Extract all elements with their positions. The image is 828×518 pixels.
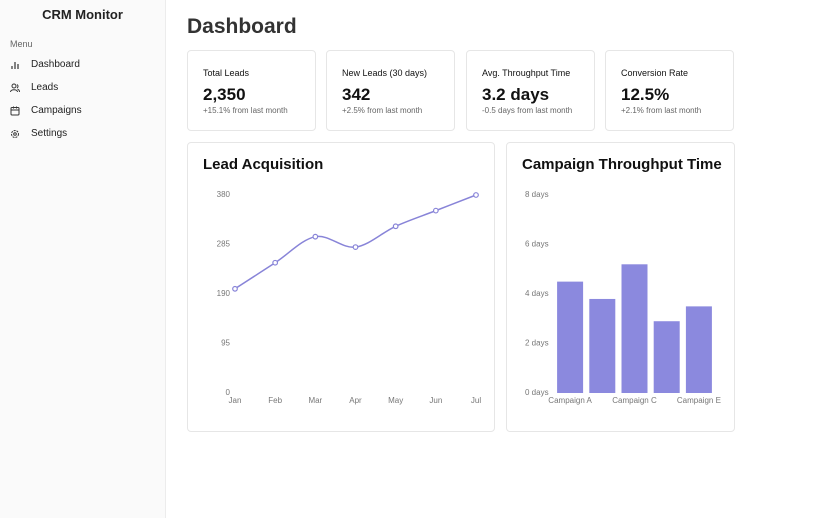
card-title: Total Leads — [203, 68, 250, 78]
icon — [11, 129, 19, 138]
nav-item[interactable]: Settings — [10, 128, 67, 139]
chart-title: Lead Acquisition — [203, 156, 323, 173]
sidebar: CRM Monitor Menu Dashboard Leads Campaig… — [0, 0, 166, 518]
bar — [589, 298, 616, 393]
nav-label: Settings — [31, 128, 68, 139]
x-tick-label: Campaign A — [548, 396, 592, 405]
bar — [557, 281, 584, 393]
point — [392, 223, 399, 230]
icon — [11, 61, 19, 69]
card-title: Avg. Throughput Time — [482, 68, 571, 78]
card-change: +2.1% from last month — [621, 106, 702, 115]
bar — [685, 306, 712, 393]
bar-chart: Campaign Throughput Time 0 days 2 days 4 da… — [506, 142, 735, 432]
point — [312, 233, 319, 240]
nav-item[interactable]: Campaigns — [10, 105, 82, 116]
y-tick-label: 0 days — [525, 388, 549, 397]
x-tick-label: Jun — [429, 396, 442, 405]
line — [234, 194, 477, 290]
nav-label: Campaigns — [31, 105, 82, 116]
icon — [10, 83, 20, 92]
y-tick-label: 95 — [221, 339, 230, 348]
y-tick-label: 2 days — [525, 339, 549, 348]
card-change: +15.1% from last month — [203, 106, 288, 115]
card-value: 342 — [342, 85, 371, 104]
bar — [653, 321, 680, 393]
chart-title: Campaign Throughput Time — [522, 156, 722, 173]
card-value: 3.2 days — [482, 85, 550, 104]
point — [232, 285, 238, 292]
nav-item[interactable]: Dashboard — [10, 59, 80, 70]
stat-card: Total Leads 2,350 +15.1% from last month — [187, 50, 316, 131]
bar — [621, 264, 648, 393]
card-title: Conversion Rate — [621, 68, 689, 78]
nav-label: Leads — [31, 82, 59, 93]
x-tick-label: May — [388, 396, 403, 405]
card-value: 12.5% — [621, 85, 670, 104]
point — [272, 259, 279, 266]
stat-card: Conversion Rate 12.5% +2.1% from last mont… — [605, 50, 734, 131]
stat-card: New Leads (30 days) 342 +2.5% from last mo… — [326, 50, 455, 131]
y-tick-label: 8 days — [525, 190, 549, 199]
x-tick-label: Feb — [268, 396, 282, 405]
point — [473, 192, 479, 198]
page-title: Dashboard — [187, 15, 297, 38]
y-tick-label: 4 days — [525, 289, 549, 298]
brand: CRM Monitor — [42, 7, 123, 22]
point — [432, 207, 439, 214]
card-title: New Leads (30 days) — [342, 68, 428, 78]
card-change: -0.5 days from last month — [482, 106, 573, 115]
y-tick-label: 285 — [217, 240, 231, 249]
menu-label: Menu — [10, 39, 33, 49]
y-tick-label: 0 — [226, 388, 231, 397]
stat-card: Avg. Throughput Time 3.2 days -0.5 days fr… — [466, 50, 595, 131]
x-tick-label: Jan — [229, 396, 242, 405]
icon — [10, 106, 20, 115]
x-tick-label: Mar — [308, 396, 322, 405]
y-tick-label: 6 days — [525, 240, 549, 249]
point — [352, 244, 359, 251]
x-tick-label: Campaign C — [612, 396, 657, 405]
y-tick-label: 190 — [217, 289, 231, 298]
x-tick-label: Apr — [349, 396, 362, 405]
nav-item[interactable]: Leads — [10, 82, 58, 93]
x-tick-label: Jul — [471, 396, 481, 405]
x-tick-label: Campaign E — [677, 396, 721, 405]
line-chart: Lead Acquisition 0 95 190 285 380 Jan Feb Mar Apr… — [187, 142, 495, 432]
card-value: 2,350 — [203, 85, 246, 104]
y-tick-label: 380 — [217, 190, 231, 199]
nav-label: Dashboard — [31, 59, 80, 70]
card-change: +2.5% from last month — [342, 106, 423, 115]
